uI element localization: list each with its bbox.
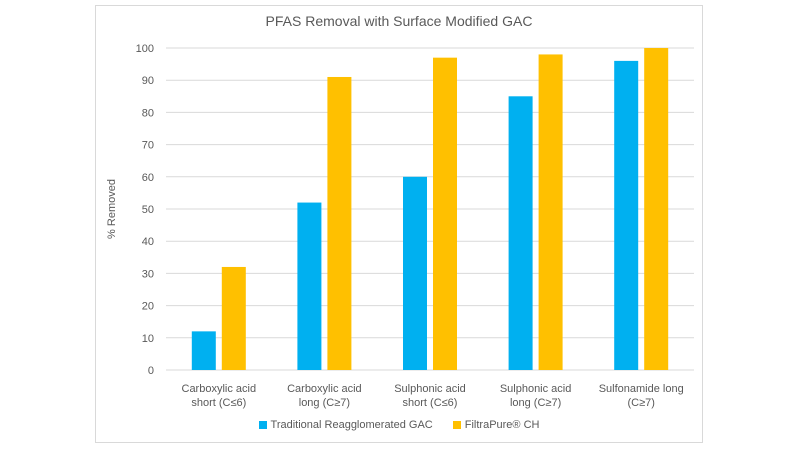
y-tick-label: 20 <box>142 301 154 313</box>
x-tick-label: Sulfonamide long (C≥7) <box>599 383 684 409</box>
y-tick-label: 80 <box>142 107 154 119</box>
legend-label: Traditional Reagglomerated GAC <box>270 419 433 431</box>
x-tick-label: Carboxylic acid short (C≤6) <box>182 383 257 409</box>
y-tick-label: 40 <box>142 236 154 248</box>
bar <box>297 202 322 370</box>
bar <box>508 96 533 371</box>
chart-legend: Traditional Reagglomerated GAC FiltraPure… <box>96 419 702 431</box>
y-tick-label: 30 <box>142 268 154 280</box>
bar <box>191 331 216 370</box>
legend-item: Traditional Reagglomerated GAC <box>258 419 433 431</box>
y-tick-label: 10 <box>142 333 154 345</box>
y-tick-label: 70 <box>142 140 154 152</box>
x-tick-label: Carboxylic acid long (C≥7) <box>287 383 362 409</box>
y-tick-label: 0 <box>148 365 154 377</box>
chart-frame: PFAS Removal with Surface Modified GAC 0… <box>95 5 703 443</box>
legend-item: FiltraPure® CH <box>452 419 540 431</box>
bar <box>644 48 669 370</box>
y-tick-label: 60 <box>142 172 154 184</box>
bar <box>614 60 639 370</box>
legend-label: FiltraPure® CH <box>464 419 540 431</box>
legend-swatch <box>452 421 461 429</box>
bar <box>327 76 352 370</box>
bar <box>221 266 246 370</box>
x-tick-label: Sulphonic acid long (C≥7) <box>500 383 572 409</box>
bar <box>538 54 563 370</box>
y-tick-label: 100 <box>136 43 154 55</box>
bar <box>433 57 457 370</box>
y-tick-label: 50 <box>142 204 154 216</box>
legend-swatch <box>258 421 267 429</box>
bar-chart: 0 10 20 30 40 50 60 70 80 90 100 % Removed Carboxyli… <box>106 43 694 409</box>
x-tick-label: Sulphonic acid short (C≤6) <box>394 383 466 409</box>
bar <box>403 176 427 370</box>
y-tick-label: 90 <box>142 75 154 87</box>
chart-title: PFAS Removal with Surface Modified GAC <box>265 13 533 29</box>
y-axis-title: % Removed <box>106 179 118 239</box>
